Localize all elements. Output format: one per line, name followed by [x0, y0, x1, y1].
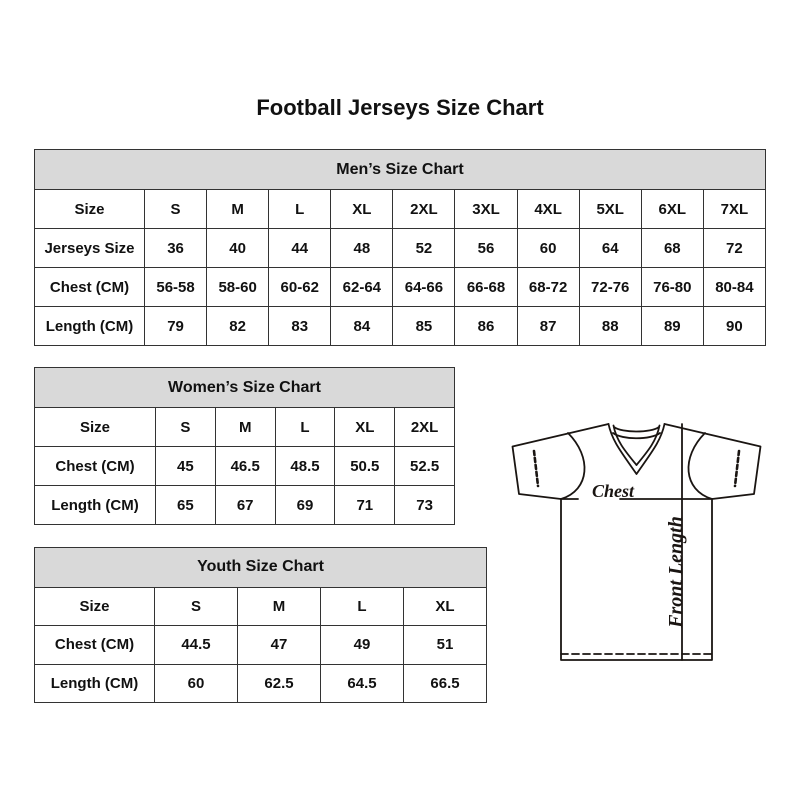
- svg-text:Chest: Chest: [592, 481, 635, 501]
- svg-text:Front Length: Front Length: [665, 516, 687, 629]
